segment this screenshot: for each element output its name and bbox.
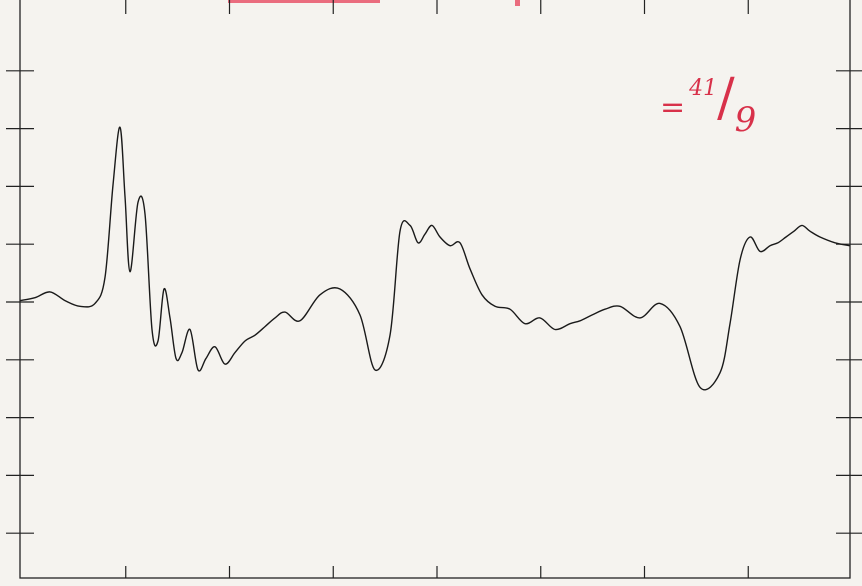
annotation-denominator: 9 (734, 100, 757, 140)
annotation-numerator: 41 (689, 76, 718, 101)
plot-frame (19, 0, 851, 579)
annotation-equals: = (660, 90, 686, 125)
red-highlight-mark-right (515, 0, 520, 6)
red-highlight-mark-left (228, 0, 380, 3)
annotation-slash: / (717, 68, 735, 128)
handwritten-annotation: =41/9 (660, 72, 756, 137)
series-line-0 (19, 126, 851, 391)
